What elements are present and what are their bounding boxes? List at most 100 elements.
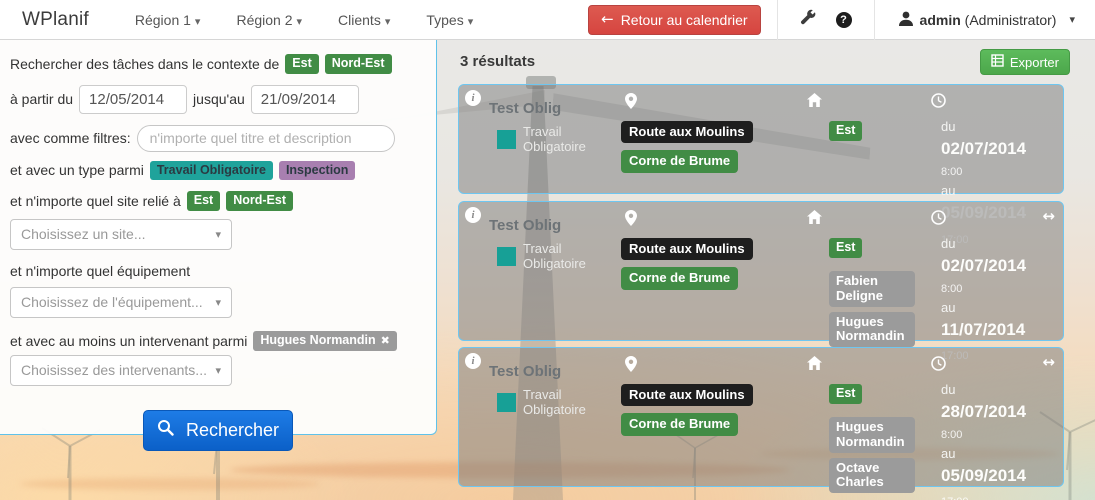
card-dates-column: du 02/07/2014 8:00 au 11/07/2014 17:00 — [931, 202, 1033, 366]
equipment-select[interactable]: Choisissez de l'équipement... ▾ — [10, 286, 232, 318]
end-time: 17:00 — [941, 495, 1033, 500]
chevron-down-icon: ▾ — [296, 14, 303, 28]
filters-label: avec comme filtres: — [10, 130, 131, 147]
divider — [873, 0, 875, 40]
worker-badge: Octave Charles — [829, 457, 915, 494]
card-task-column: Test Oblig Travail Obligatoire — [459, 85, 621, 249]
result-card[interactable]: i Test Oblig Travail Obligatoire Route a… — [458, 347, 1064, 500]
chevron-down-icon: ▾ — [384, 14, 391, 28]
site-badge[interactable]: Est — [186, 191, 221, 211]
date-range-row: à partir du jusqu'au — [10, 84, 426, 114]
worker-row: et avec au moins un intervenant parmi Hu… — [10, 330, 426, 351]
type-badge-travail-obligatoire[interactable]: Travail Obligatoire — [149, 160, 273, 181]
chevron-down-icon: ▾ — [1069, 13, 1075, 26]
worker-badge: Fabien Deligne — [829, 270, 915, 307]
end-date: 11/07/2014 — [941, 319, 1026, 339]
menu-types[interactable]: Types ▾ — [426, 11, 474, 28]
back-to-calendar-button[interactable]: ← Retour au calendrier — [588, 4, 761, 35]
site-badge: Route aux Moulins — [621, 384, 753, 407]
export-button[interactable]: Exporter — [979, 49, 1070, 75]
info-icon[interactable]: i — [465, 90, 481, 106]
type-label: et avec un type parmi — [10, 162, 144, 179]
task-type: Travail Obligatoire — [497, 124, 621, 154]
menu-clients[interactable]: Clients ▾ — [338, 11, 391, 28]
to-label: jusqu'au — [193, 91, 245, 108]
info-icon[interactable]: i — [465, 207, 481, 223]
task-title: Test Oblig — [489, 217, 562, 234]
home-icon — [807, 356, 822, 372]
site-label: et n'importe quel site relié à — [10, 193, 181, 210]
search-icon — [157, 419, 174, 441]
app-brand[interactable]: WPlanif — [22, 8, 89, 30]
site-select[interactable]: Choisissez un site... ▾ — [10, 218, 232, 250]
context-row: Rechercher des tâches dans le contexte d… — [10, 54, 426, 74]
end-date: 05/09/2014 — [941, 465, 1027, 485]
close-icon[interactable]: ✖ — [380, 333, 390, 347]
help-icon[interactable]: ? — [835, 11, 852, 28]
worker-filter-chip[interactable]: Hugues Normandin ✖ — [253, 330, 397, 351]
search-panel: Rechercher des tâches dans le contexte d… — [0, 40, 437, 451]
site-badge: Corne de Brume — [621, 413, 739, 436]
start-time: 8:00 — [941, 165, 963, 178]
location-pin-icon — [625, 210, 807, 226]
site-badge[interactable]: Nord-Est — [226, 191, 293, 211]
home-icon — [807, 210, 822, 226]
context-label: Rechercher des tâches dans le contexte d… — [10, 55, 280, 72]
date-to-label: au — [941, 183, 956, 199]
result-card[interactable]: i Test Oblig Travail Obligatoire Route a… — [458, 201, 1064, 362]
equipment-label: et n'importe quel équipement — [10, 262, 191, 279]
card-region-column: Est Hugues Normandin Octave Charles — [807, 348, 931, 500]
type-badge-inspection[interactable]: Inspection — [278, 160, 356, 181]
type-color-swatch — [497, 246, 516, 266]
context-badge: Est — [285, 54, 319, 74]
chevron-down-icon: ▾ — [194, 14, 201, 28]
card-sites-column: Route aux Moulins Corne de Brume — [621, 202, 807, 366]
info-icon[interactable]: i — [465, 353, 481, 369]
chevron-down-icon: ▾ — [215, 227, 221, 241]
card-region-column: Est — [807, 85, 931, 249]
card-region-column: Est Fabien Deligne Hugues Normandin — [807, 202, 931, 366]
title-filter-input[interactable] — [136, 124, 395, 152]
results-count: 3 résultats — [460, 53, 536, 70]
end-date-input[interactable] — [250, 84, 359, 114]
export-table-icon — [991, 54, 1004, 70]
home-icon — [807, 93, 822, 109]
menu-region-2[interactable]: Région 2 ▾ — [236, 11, 303, 28]
start-time: 8:00 — [941, 282, 963, 295]
navbar: WPlanif Région 1 ▾ Région 2 ▾ Clients ▾ Typ… — [0, 0, 1095, 40]
type-color-swatch — [497, 392, 516, 412]
date-to-label: au — [941, 445, 956, 461]
date-from-label: du — [941, 236, 956, 251]
clock-icon — [931, 210, 1033, 226]
result-card[interactable]: i Test Oblig Travail Obligatoire Route a… — [458, 84, 1064, 246]
divider — [776, 0, 778, 40]
card-actions-column: ↔ — [1033, 348, 1063, 500]
start-date: 28/07/2014 — [941, 401, 1027, 421]
start-time: 8:00 — [941, 428, 963, 441]
menu-region-1[interactable]: Région 1 ▾ — [134, 11, 201, 28]
start-date-input[interactable] — [79, 84, 188, 114]
date-from-label: du — [941, 119, 956, 134]
wrench-icon[interactable] — [800, 9, 816, 30]
location-pin-icon — [625, 356, 807, 372]
user-icon — [898, 11, 913, 29]
search-button[interactable]: Rechercher — [143, 409, 293, 451]
resize-horizontal-icon[interactable]: ↔ — [1042, 353, 1055, 371]
from-label: à partir du — [10, 91, 74, 108]
region-badge: Est — [829, 238, 863, 258]
card-actions-column: ↔ — [1033, 202, 1063, 366]
card-dates-column: du 28/07/2014 8:00 au 05/09/2014 17:00 — [931, 348, 1033, 500]
task-title: Test Oblig — [489, 100, 562, 117]
clock-icon — [931, 356, 1033, 372]
start-date: 02/07/2014 — [941, 255, 1027, 275]
worker-badge: Hugues Normandin — [829, 416, 915, 453]
cloud — [20, 478, 320, 490]
resize-horizontal-icon[interactable]: ↔ — [1042, 207, 1055, 225]
type-color-swatch — [497, 129, 516, 149]
user-menu[interactable]: admin (Administrator) ▾ — [875, 11, 1095, 29]
results-header: 3 résultats Exporter — [440, 40, 1095, 84]
location-pin-icon — [625, 93, 807, 109]
worker-label: et avec au moins un intervenant parmi — [10, 332, 248, 349]
worker-select[interactable]: Choisissez des intervenants... ▾ — [10, 354, 232, 386]
date-from-label: du — [941, 382, 956, 397]
